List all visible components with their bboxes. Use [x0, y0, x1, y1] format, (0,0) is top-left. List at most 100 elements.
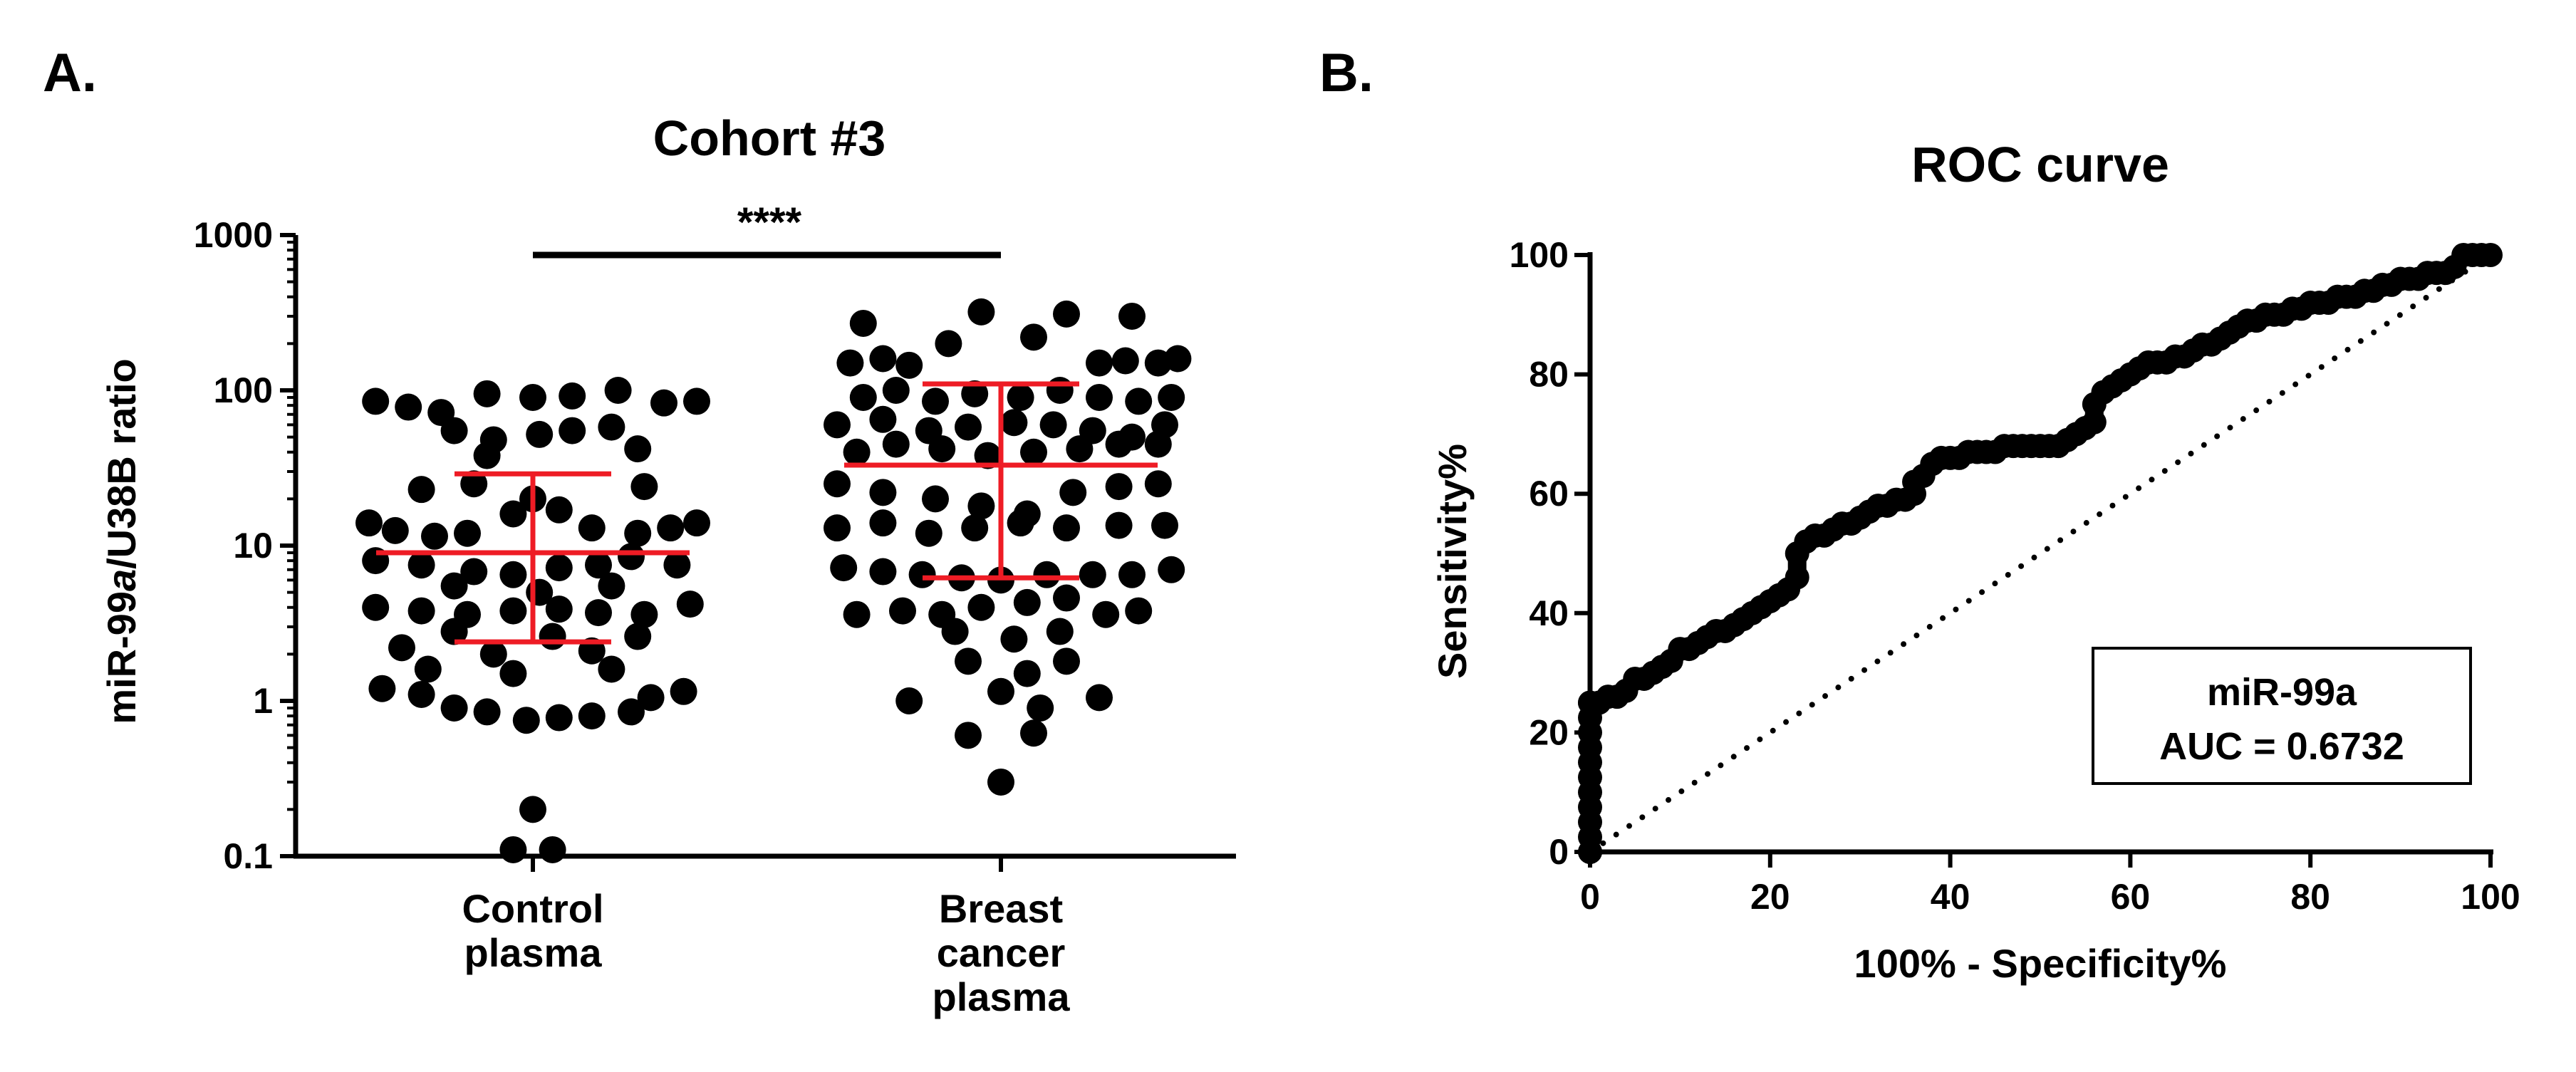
chart-a: 0.11101001000ControlplasmaBreastcancerpl… — [194, 215, 1236, 1019]
chart-a-point — [941, 618, 969, 645]
chart-a-point — [1000, 409, 1028, 437]
chart-a-point — [683, 509, 710, 537]
chart-a-point — [519, 383, 546, 411]
chart-a-point — [630, 600, 658, 628]
chart-a-point — [624, 519, 652, 547]
chart-a-point — [618, 543, 645, 571]
chart-a-point — [1125, 387, 1153, 415]
chart-a-point — [598, 655, 625, 683]
chart-a-point — [585, 551, 612, 579]
chart-b-ytick-label: 80 — [1529, 355, 1569, 395]
chart-a-point — [618, 698, 645, 726]
chart-a-point — [955, 722, 982, 749]
chart-a-point — [882, 377, 910, 404]
chart-a-point — [967, 593, 995, 621]
chart-a-point — [526, 420, 554, 448]
chart-a-point — [381, 516, 409, 544]
chart-a-ytick-label: 1 — [253, 681, 273, 721]
chart-a-point — [843, 600, 871, 628]
chart-a-point — [473, 380, 501, 407]
chart-a-ytick-label: 100 — [214, 370, 273, 410]
chart-a-point — [362, 593, 390, 621]
chart-a-point — [928, 435, 956, 463]
chart-a-point — [368, 675, 396, 702]
chart-a-point — [1086, 684, 1113, 712]
chart-a-point — [407, 551, 435, 579]
chart-a-point — [1033, 561, 1061, 588]
chart-a-ylabel-part1: miR-99 — [99, 591, 144, 724]
chart-b-xtick-label: 20 — [1750, 877, 1790, 917]
chart-a-point — [987, 677, 1014, 705]
chart-a-point — [1053, 300, 1080, 328]
chart-b-roc-point — [1785, 565, 1809, 590]
chart-a-point — [1144, 470, 1172, 498]
chart-a-point — [1158, 556, 1185, 583]
chart-a-category-label: cancer — [937, 930, 1066, 975]
chart-a-point — [961, 380, 989, 407]
chart-a-point — [1086, 383, 1113, 411]
chart-a-point — [545, 496, 573, 524]
chart-a-point — [955, 413, 982, 441]
chart-a-point — [421, 522, 448, 550]
chart-a-significance: **** — [737, 199, 802, 246]
chart-a-point — [1105, 473, 1133, 501]
chart-a-category-label: plasma — [464, 930, 603, 975]
chart-b-xtick-label: 60 — [2111, 877, 2151, 917]
chart-a-point — [1158, 383, 1185, 411]
chart-a-point — [637, 684, 665, 712]
chart-a-category-label: plasma — [933, 974, 1071, 1019]
chart-a-point — [598, 413, 625, 441]
chart-b-ytick-label: 20 — [1529, 712, 1569, 752]
chart-a-point — [362, 387, 390, 415]
chart-a-point — [585, 599, 612, 627]
chart-a-point — [539, 623, 566, 650]
chart-b: 0 20 40 60 80 100 0 20 40 60 80 100 miR-99a AUC = 0.6… — [1510, 235, 2520, 917]
chart-a-point — [624, 623, 652, 650]
chart-a-point — [1164, 345, 1192, 373]
chart-a-point — [624, 435, 652, 463]
chart-a-point — [843, 438, 871, 466]
chart-a-point — [1144, 430, 1172, 458]
chart-a-point — [824, 470, 851, 498]
chart-a-point — [869, 558, 897, 586]
chart-a-point — [922, 387, 949, 415]
chart-b-legend: miR-99a AUC = 0.6732 — [2092, 647, 2472, 785]
chart-a-point — [1053, 647, 1080, 675]
chart-a-point — [604, 377, 632, 404]
chart-a-point — [974, 442, 1002, 469]
chart-a-point — [1020, 323, 1047, 351]
chart-a-point — [388, 634, 415, 662]
chart-a-point — [1118, 302, 1146, 330]
chart-a-point — [824, 411, 851, 439]
chart-a-point — [1079, 561, 1106, 588]
chart-a-ylabel-part2: a — [99, 569, 144, 591]
chart-a-point — [683, 387, 710, 415]
chart-a-title: Cohort #3 — [653, 110, 886, 166]
chart-a-point — [499, 500, 527, 528]
chart-a-point — [545, 595, 573, 623]
chart-a-point — [578, 514, 606, 542]
chart-b-ytick-label: 40 — [1529, 593, 1569, 633]
chart-a-ylabel-part3: /U38B ratio — [99, 358, 144, 569]
chart-b-xtick-label: 80 — [2290, 877, 2330, 917]
chart-a-ytick-label: 10 — [233, 526, 273, 566]
chart-a-point — [935, 330, 962, 358]
chart-a-point — [1007, 509, 1034, 537]
chart-a-point — [1027, 694, 1054, 722]
chart-a-point — [1092, 600, 1120, 628]
chart-a-point — [407, 476, 435, 504]
chart-a-point — [479, 640, 507, 668]
chart-b-legend-line1: miR-99a — [2207, 671, 2357, 714]
chart-a-point — [440, 694, 468, 722]
chart-a-category-label: Breast — [939, 886, 1063, 931]
panel-label-b: B. — [1319, 43, 1373, 103]
chart-a-point — [967, 298, 995, 326]
chart-a-point — [650, 389, 677, 417]
chart-a-point — [395, 393, 422, 421]
chart-b-xtick-label: 0 — [1580, 877, 1600, 917]
chart-a-point — [869, 345, 897, 373]
chart-a-point — [1105, 430, 1133, 458]
chart-b-ytick-label: 60 — [1529, 474, 1569, 514]
chart-a-point — [598, 572, 625, 600]
